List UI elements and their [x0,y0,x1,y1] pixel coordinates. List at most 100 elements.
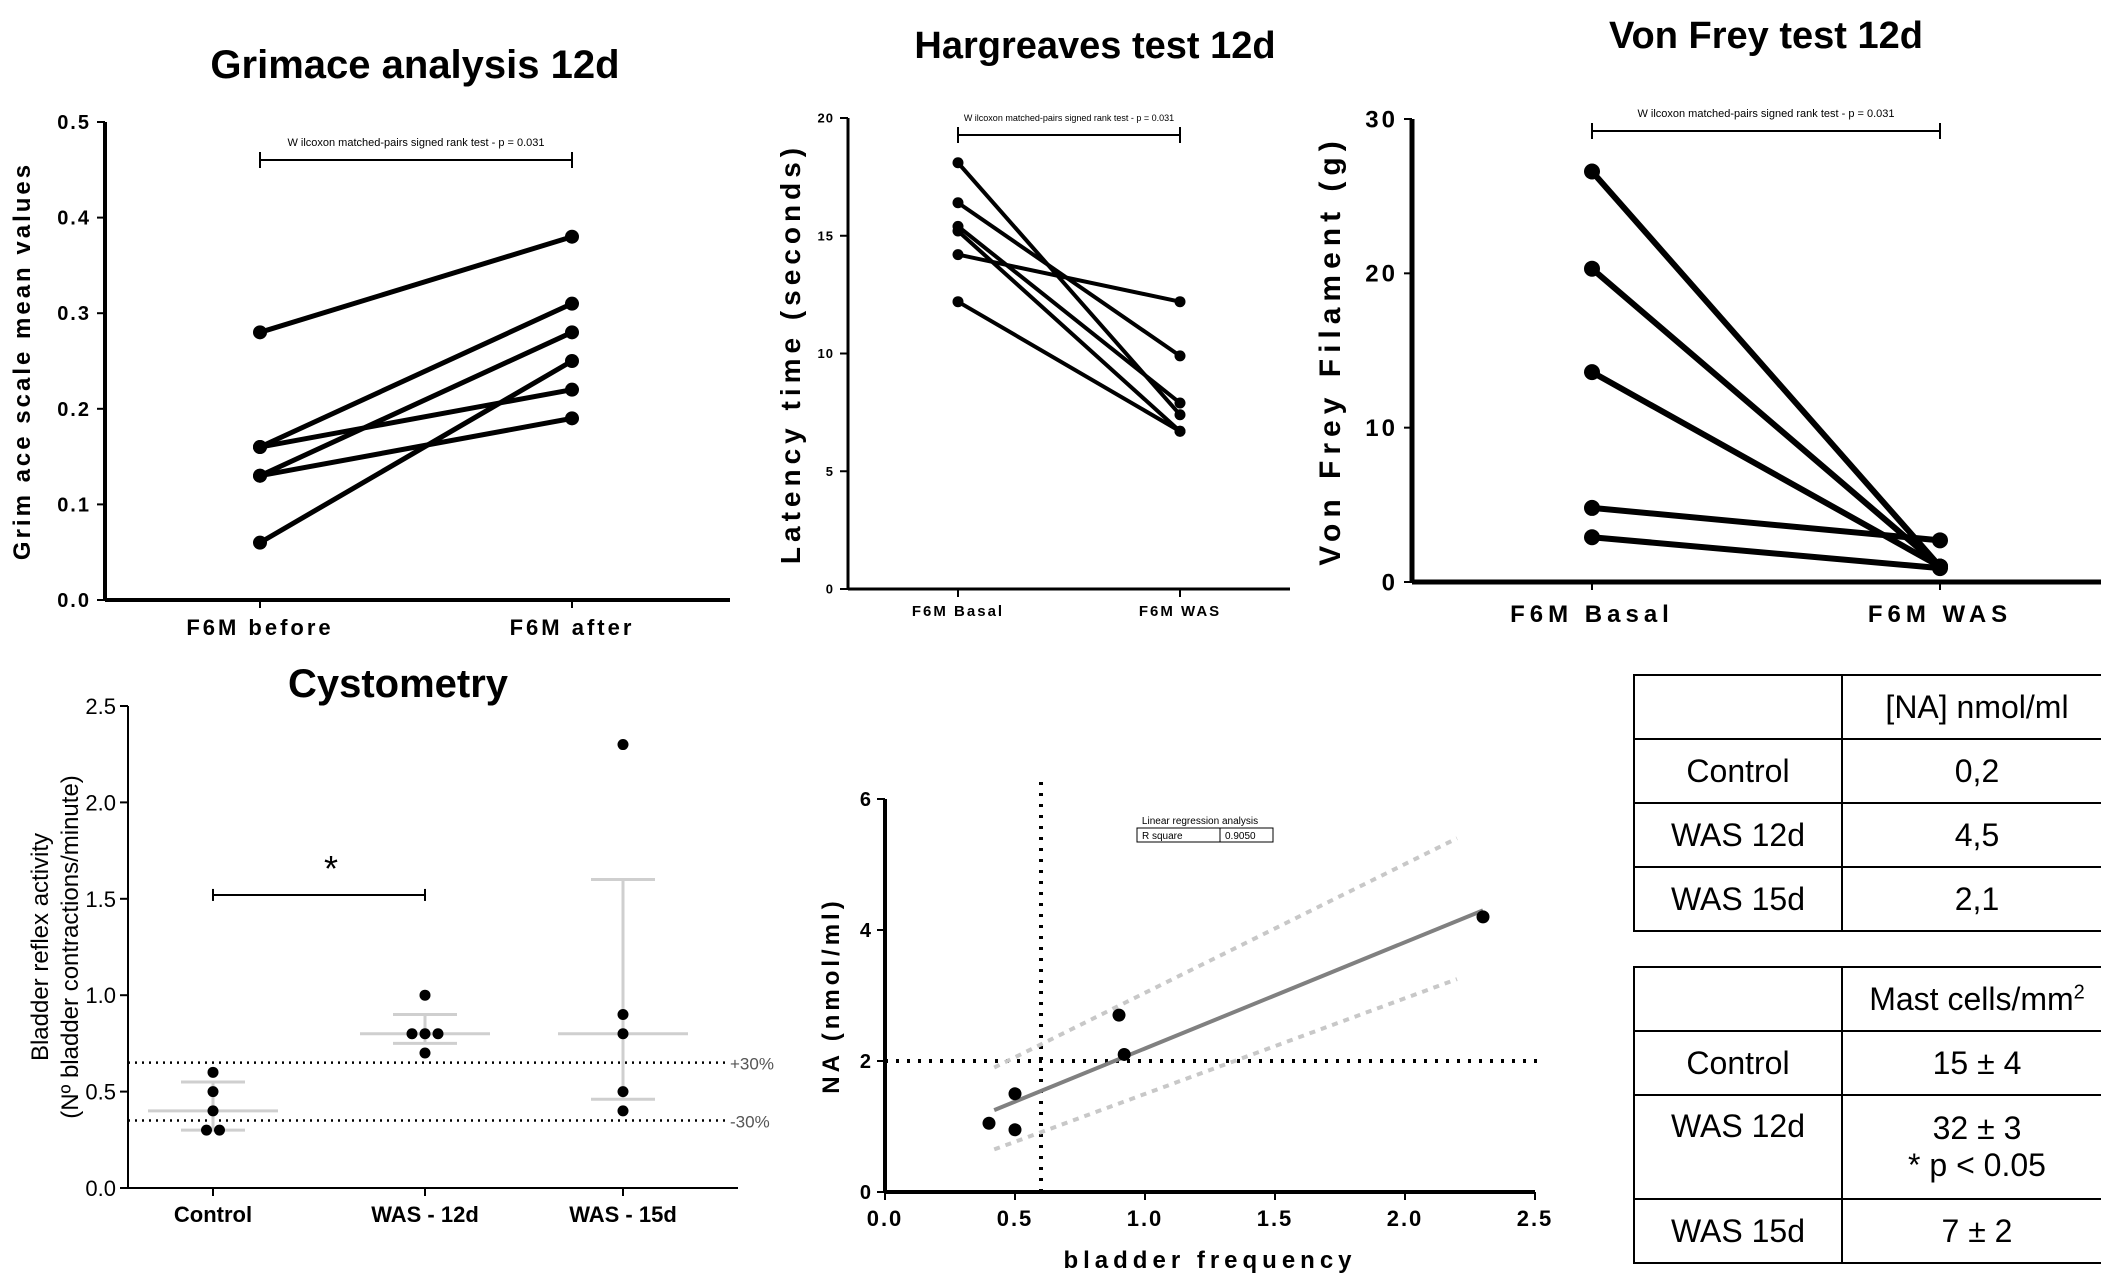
y-tick-label: 0.4 [57,208,91,230]
chart-title: Grimace analysis 12d [210,43,619,87]
significance-annotation: W ilcoxon matched-pairs signed rank test… [287,137,544,149]
data-point [617,739,629,751]
data-point [1584,529,1600,546]
y-tick-label: 4 [860,920,872,942]
series-line [259,415,573,479]
data-point [207,1086,219,1098]
y-tick-label: 0 [1382,569,1398,596]
data-point [952,225,964,237]
y-tick-label: 20 [1365,261,1398,288]
regression-chart: 0 2 4 6 0.0 0.5 1.0 1.5 2.0 2.5 bladder frequency N… [818,779,1554,1274]
data-point [617,1086,629,1098]
mast-row-note: * p < 0.05 [1908,1147,2046,1183]
data-point [214,1124,225,1136]
data-point [253,440,267,455]
data-point [253,468,267,483]
data-point [952,157,964,169]
series-line [259,234,573,335]
y-axis-label: Grim ace scale mean values [9,162,36,560]
data-point [617,1008,629,1020]
mast-header-text: Mast cells/mm [1869,980,2074,1017]
chart-title: Cystometry [288,662,509,706]
vonfrey-chart: Von Frey test 12d Von Frey Filament (g) 0 1… [1314,15,2101,628]
mast-row-value: 7 ± 2 [1841,1198,2101,1264]
data-point [207,1066,219,1078]
x-tick-label: 1.0 [1127,1206,1164,1231]
data-point [565,354,579,368]
annotation-value: 0.9050 [1225,831,1256,842]
y-tick-label: 2.5 [85,694,116,719]
data-point [1174,409,1186,421]
regression-line [993,908,1484,1112]
data-point [952,249,964,261]
annotation-title: Linear regression analysis [1142,816,1258,827]
data-point [1174,296,1186,308]
ci-upper-line [993,836,1458,1070]
y-tick-label: 0.0 [57,590,91,612]
y-axis-label: NA (nmol/ml) [818,897,845,1093]
data-point [419,1028,431,1040]
mast-row-label: Control [1633,1030,1843,1096]
y-tick-label: 0 [860,1182,871,1204]
significance-annotation: W ilcoxon matched-pairs signed rank test… [964,113,1174,123]
x-tick-label: WAS - 12d [371,1202,479,1227]
y-tick-label: 6 [860,789,871,811]
series-line [259,387,573,450]
na-row-label: WAS 15d [1633,866,1843,932]
table-row: WAS 15d 2,1 [1633,866,2101,932]
data-point [1584,163,1600,180]
table-row: Control 0,2 [1633,738,2101,804]
data-point [1584,260,1600,277]
x-tick-label: F6M WAS [1868,601,2012,628]
cystometry-chart: Cystometry Bladder reflex activity (Nº bla… [27,662,774,1227]
data-point [982,1116,996,1130]
data-point [1112,1008,1126,1022]
x-tick-label: 2.5 [1517,1206,1554,1231]
series-line [1589,169,1943,569]
x-tick-label: Control [174,1202,252,1227]
mast-table: Mast cells/mm2 Control 15 ± 4 WAS 12d 32… [1633,966,2101,1264]
y-axis-label: Latency time (seconds) [775,143,806,564]
y-tick-label: 1.0 [85,983,116,1008]
chart-title: Von Frey test 12d [1609,15,1923,57]
data-point [565,382,579,397]
mast-row-label: WAS 15d [1633,1198,1843,1264]
x-tick-label: 0.0 [867,1206,904,1231]
data-point [406,1028,418,1040]
na-row-value: 0,2 [1841,738,2101,804]
significance-symbol: * [324,848,338,889]
data-point [1932,560,1948,577]
y-tick-label: 0.0 [85,1176,116,1201]
x-tick-label: F6M Basal [1510,601,1674,628]
annotation-box [1136,827,1274,843]
data-point [1932,532,1948,549]
y-tick-label: 2.0 [85,790,116,815]
hargreaves-chart: Hargreaves test 12d Latency time (seconds… [775,25,1290,620]
x-axis-label: bladder frequency [1063,1247,1356,1274]
data-point [952,197,964,209]
data-point [201,1124,212,1136]
na-table-header-value: [NA] nmol/ml [1841,674,2101,740]
y-tick-label: 0.1 [57,494,91,516]
data-point [565,411,579,426]
y-axis-label: Bladder reflex activity [27,833,54,1061]
reference-line-label: -30% [730,1113,770,1132]
na-table-header-label [1633,674,1843,740]
data-point [207,1105,219,1117]
data-point [617,1105,629,1117]
data-point [419,989,431,1001]
x-tick-label: 0.5 [997,1206,1034,1231]
series-line [1591,504,1941,544]
na-row-label: Control [1633,738,1843,804]
y-tick-label: 5 [826,464,834,479]
mast-row-value-cell: 32 ± 3 * p < 0.05 [1841,1094,2101,1200]
series-line [1591,534,1941,572]
mast-table-header-label [1633,966,1843,1032]
y-tick-label: 1.5 [85,887,116,912]
significance-annotation: W ilcoxon matched-pairs signed rank test… [1637,108,1894,120]
x-tick-label: F6M WAS [1139,603,1221,620]
na-row-value: 4,5 [1841,802,2101,868]
x-tick-label: F6M Basal [912,603,1004,620]
data-point [253,535,267,550]
table-row: WAS 12d 4,5 [1633,802,2101,868]
